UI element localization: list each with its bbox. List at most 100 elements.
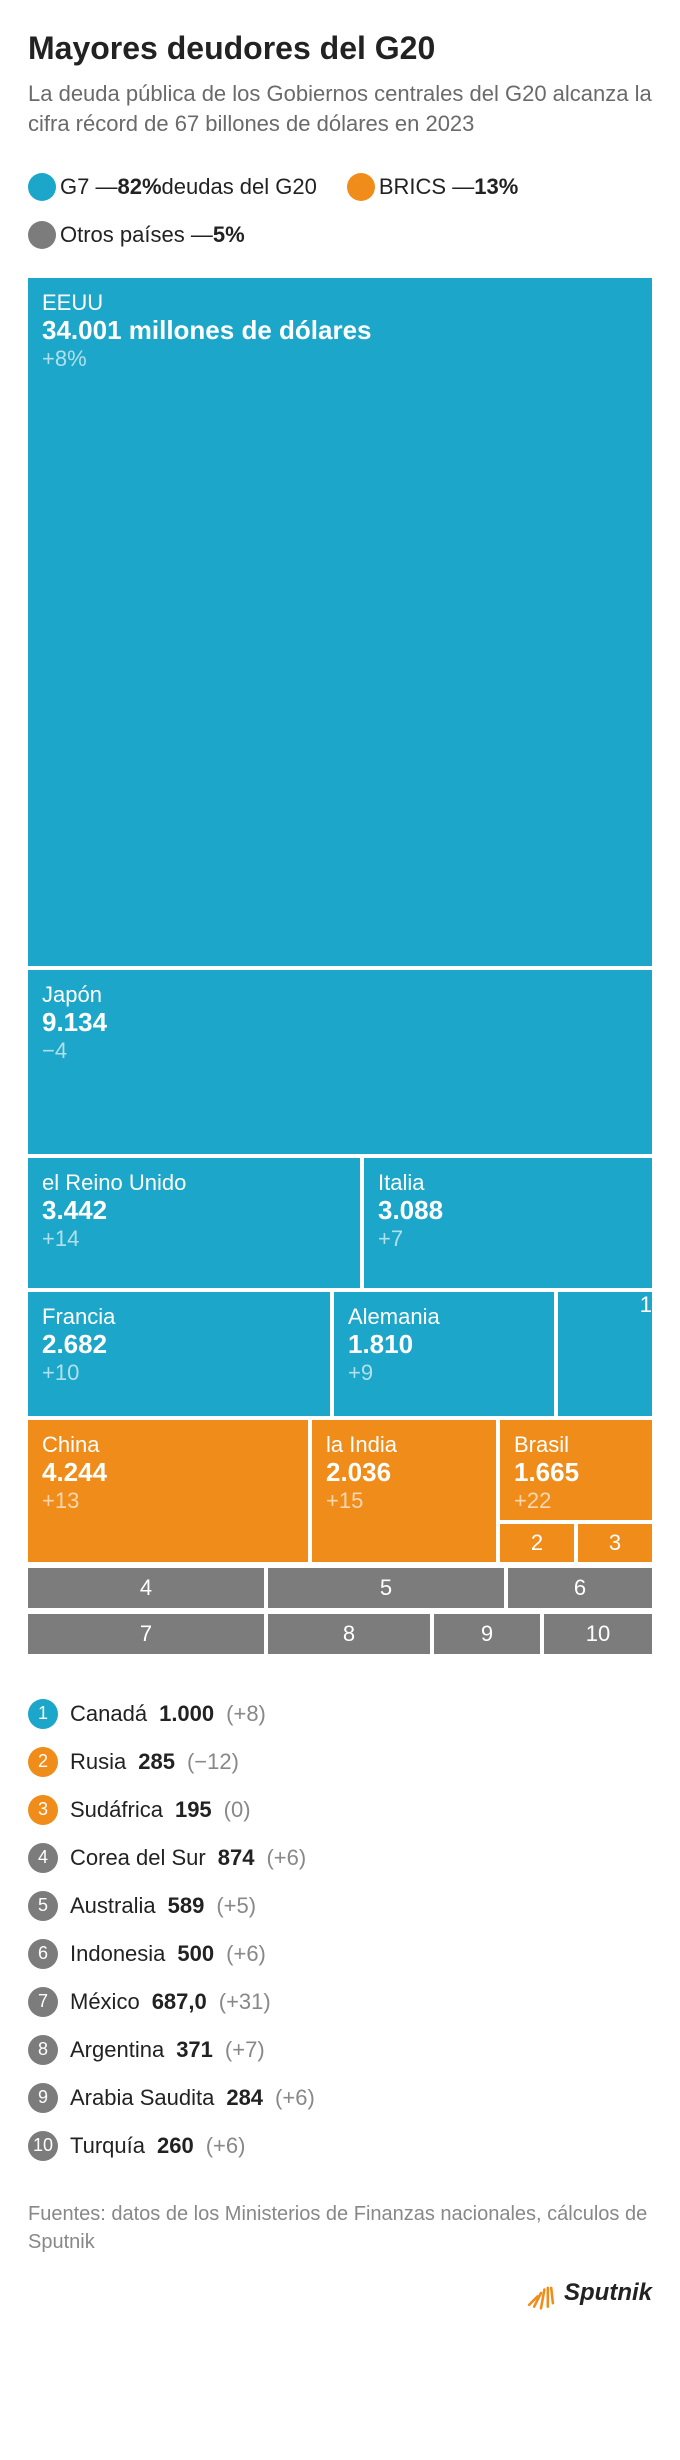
legend-item-g7: G7 — 82% deudas del G20 (28, 166, 317, 208)
legend-label: G7 — (60, 166, 117, 208)
legend-label: Otros países — (60, 214, 213, 256)
cell-change: +10 (42, 1360, 316, 1386)
cell-name: Brasil (514, 1432, 638, 1457)
footnote-change: (+7) (225, 2037, 265, 2063)
treemap-cell-it: Italia3.088+7 (364, 1158, 652, 1288)
cell-name: Francia (42, 1304, 316, 1329)
footnote-badge: 4 (28, 1843, 58, 1873)
treemap-cell-in: la India2.036+15 (312, 1420, 496, 1562)
treemap-badge-2: 2 (500, 1524, 574, 1562)
footnote-row-2: 2 Rusia 285 (−12) (28, 1738, 652, 1786)
cell-change: +13 (42, 1488, 294, 1514)
footnotes-list: 1 Canadá 1.000 (+8) 2 Rusia 285 (−12) 3 Sudáfrica… (28, 1690, 652, 2170)
cell-name: Italia (378, 1170, 638, 1195)
footnote-row-6: 6Indonesia500(+6) (28, 1930, 652, 1978)
footnote-badge: 8 (28, 2035, 58, 2065)
footnote-change: (−12) (187, 1749, 239, 1775)
legend-item-other: Otros países — 5% (28, 214, 245, 256)
treemap-other-badge-10: 10 (544, 1614, 652, 1654)
treemap-other-badge-6: 6 (508, 1568, 652, 1608)
logo-row: Sputnik (28, 2276, 652, 2310)
footnote-row-4: 4Corea del Sur874(+6) (28, 1834, 652, 1882)
footnote-row-7: 7México687,0(+31) (28, 1978, 652, 2026)
cell-name: el Reino Unido (42, 1170, 346, 1195)
footnote-value: 371 (176, 2037, 213, 2063)
cell-value: 3.442 (42, 1195, 346, 1226)
footnote-value: 589 (168, 1893, 205, 1919)
footnote-change: (+6) (266, 1845, 306, 1871)
cell-value: 2.682 (42, 1329, 316, 1360)
treemap-cell-de: Alemania1.810+9 (334, 1292, 554, 1416)
cell-value: 2.036 (326, 1457, 482, 1488)
cell-value: 4.244 (42, 1457, 294, 1488)
sputnik-logo: Sputnik (524, 2276, 652, 2310)
sputnik-burst-icon (524, 2276, 558, 2310)
footnote-value: 1.000 (159, 1701, 214, 1727)
source-text: Fuentes: datos de los Ministerios de Fin… (28, 2200, 652, 2256)
footnote-value: 687,0 (152, 1989, 207, 2015)
treemap-cell-uk: el Reino Unido3.442+14 (28, 1158, 360, 1288)
footnote-badge: 6 (28, 1939, 58, 1969)
footnote-change: (+6) (206, 2133, 246, 2159)
footnote-value: 260 (157, 2133, 194, 2159)
footnote-row-3: 3 Sudáfrica 195 (0) (28, 1786, 652, 1834)
treemap-cell-jp: Japón9.134−4 (28, 970, 652, 1154)
page-title: Mayores deudores del G20 (28, 30, 652, 67)
cell-value: 9.134 (42, 1007, 638, 1038)
treemap-other-badge-8: 8 (268, 1614, 430, 1654)
legend: G7 — 82% deudas del G20 BRICS — 13% Otros … (28, 166, 652, 256)
legend-pct: 82% (117, 166, 161, 208)
footnote-badge: 3 (28, 1795, 58, 1825)
footnote-name: Australia (70, 1893, 156, 1919)
footnote-row-10: 10 Turquía 260 (+6) (28, 2122, 652, 2170)
footnote-change: (+8) (226, 1701, 266, 1727)
cell-name: Alemania (348, 1304, 540, 1329)
cell-name: la India (326, 1432, 482, 1457)
treemap-other-badge-7: 7 (28, 1614, 264, 1654)
footnote-name: Rusia (70, 1749, 126, 1775)
legend-pct: 5% (213, 214, 245, 256)
footnote-name: Canadá (70, 1701, 147, 1727)
footnote-change: (+6) (226, 1941, 266, 1967)
legend-swatch-brics (347, 173, 375, 201)
treemap-badge-1: 1 (558, 1292, 652, 1416)
cell-name: China (42, 1432, 294, 1457)
legend-swatch-other (28, 221, 56, 249)
footnote-value: 195 (175, 1797, 212, 1823)
footnote-row-1: 1 Canadá 1.000 (+8) (28, 1690, 652, 1738)
treemap-other-badge-9: 9 (434, 1614, 540, 1654)
cell-value: 3.088 (378, 1195, 638, 1226)
footnote-value: 284 (226, 2085, 263, 2111)
footnote-row-5: 5Australia589(+5) (28, 1882, 652, 1930)
footnote-name: Arabia Saudita (70, 2085, 214, 2111)
cell-value: 34.001 millones de dólares (42, 315, 638, 346)
footnote-name: Sudáfrica (70, 1797, 163, 1823)
footnote-value: 500 (177, 1941, 214, 1967)
treemap-cell-br: Brasil1.665+22 (500, 1420, 652, 1520)
treemap-badge-3: 3 (578, 1524, 652, 1562)
legend-swatch-g7 (28, 173, 56, 201)
footnote-badge: 7 (28, 1987, 58, 2017)
footnote-row-8: 8Argentina371(+7) (28, 2026, 652, 2074)
cell-value: 1.810 (348, 1329, 540, 1360)
cell-change: +9 (348, 1360, 540, 1386)
footnote-row-9: 9Arabia Saudita284(+6) (28, 2074, 652, 2122)
treemap-other-badge-5: 5 (268, 1568, 504, 1608)
cell-change: +22 (514, 1488, 638, 1514)
footnote-change: (0) (224, 1797, 251, 1823)
footnote-badge: 1 (28, 1699, 58, 1729)
footnote-name: Turquía (70, 2133, 145, 2159)
legend-label: BRICS — (379, 166, 474, 208)
footnote-name: México (70, 1989, 140, 2015)
page-subtitle: La deuda pública de los Gobiernos centra… (28, 79, 652, 138)
treemap-chart: EEUU34.001 millones de dólares+8%Japón9.… (28, 278, 652, 1654)
treemap-cell-us: EEUU34.001 millones de dólares+8% (28, 278, 652, 966)
legend-item-brics: BRICS — 13% (347, 166, 518, 208)
footnote-badge: 10 (28, 2131, 58, 2161)
cell-change: +8% (42, 346, 638, 372)
footnote-value: 285 (138, 1749, 175, 1775)
cell-change: −4 (42, 1038, 638, 1064)
cell-change: +14 (42, 1226, 346, 1252)
footnote-badge: 2 (28, 1747, 58, 1777)
legend-pct: 13% (474, 166, 518, 208)
